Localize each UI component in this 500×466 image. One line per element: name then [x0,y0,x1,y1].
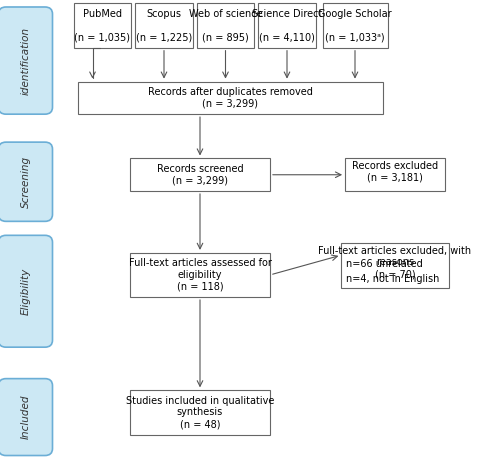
FancyBboxPatch shape [0,7,52,114]
FancyBboxPatch shape [341,243,449,288]
FancyBboxPatch shape [0,378,52,456]
Text: Studies included in qualitative
synthesis
(n = 48): Studies included in qualitative synthesi… [126,396,274,429]
Text: Scopus

(n = 1,225): Scopus (n = 1,225) [136,9,192,42]
FancyBboxPatch shape [197,4,254,48]
FancyBboxPatch shape [0,235,52,347]
Text: Included: Included [20,395,30,439]
FancyBboxPatch shape [0,142,52,221]
Text: Full-text articles excluded, with
reasons
(n = 70): Full-text articles excluded, with reason… [318,246,472,279]
FancyBboxPatch shape [135,4,193,48]
Text: identification: identification [20,27,30,95]
Text: Google Scholar

(n = 1,033ᵃ): Google Scholar (n = 1,033ᵃ) [318,9,392,42]
FancyBboxPatch shape [345,158,445,191]
FancyBboxPatch shape [130,391,270,434]
FancyBboxPatch shape [258,4,316,48]
Text: Records excluded
(n = 3,181): Records excluded (n = 3,181) [352,161,438,182]
Text: Full-text articles assessed for
eligibility
(n = 118): Full-text articles assessed for eligibil… [128,258,272,292]
Text: Eligibility: Eligibility [20,267,30,315]
Text: n=66 unrelated: n=66 unrelated [346,259,423,269]
Text: Records screened
(n = 3,299): Records screened (n = 3,299) [156,164,244,185]
Text: Web of science

(n = 895): Web of science (n = 895) [188,9,262,42]
Text: Science Direct

(n = 4,110): Science Direct (n = 4,110) [252,9,322,42]
FancyBboxPatch shape [130,158,270,191]
FancyBboxPatch shape [74,4,131,48]
Text: Records after duplicates removed
(n = 3,299): Records after duplicates removed (n = 3,… [148,87,312,109]
FancyBboxPatch shape [322,4,388,48]
FancyBboxPatch shape [130,253,270,297]
Text: n=4, not in English: n=4, not in English [346,274,440,284]
FancyBboxPatch shape [78,82,382,114]
Text: Screening: Screening [20,156,30,208]
Text: PubMed

(n = 1,035): PubMed (n = 1,035) [74,9,130,42]
